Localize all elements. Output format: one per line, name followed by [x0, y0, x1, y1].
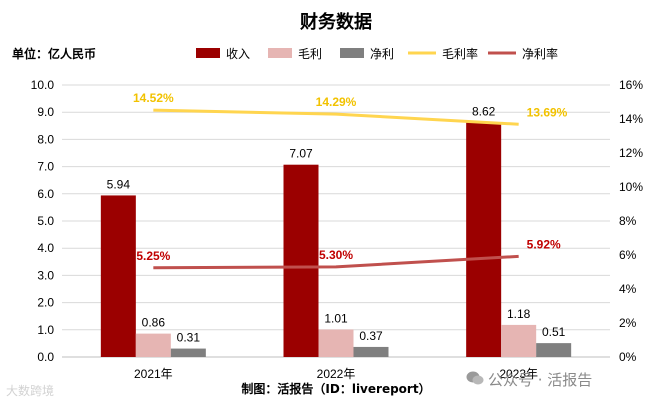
bar-series: [100, 122, 572, 357]
bar-净利-1: [353, 346, 389, 357]
x-tick-label: 2022年: [317, 367, 356, 381]
bar-label: 0.37: [359, 329, 383, 343]
line-label: 13.69%: [527, 105, 568, 119]
left-tick-label: 1.0: [37, 323, 54, 337]
chat-icon: [466, 371, 484, 385]
chart-legend: 收入 毛利 净利 毛利率 净利率: [196, 46, 558, 61]
left-tick-label: 8.0: [37, 132, 54, 146]
left-axis: 0.0 1.0 2.0 3.0 4.0 5.0 6.0 7.0 8.0 9.0 10.0: [31, 78, 55, 364]
bar-label: 5.94: [107, 177, 131, 191]
right-tick-label: 0%: [619, 350, 637, 364]
x-tick-label: 2021年: [134, 367, 173, 381]
left-tick-label: 2.0: [37, 296, 54, 310]
x-tick-label: 2023年: [499, 367, 538, 381]
x-axis: 2021年 2022年 2023年: [134, 367, 538, 381]
left-tick-label: 0.0: [37, 350, 54, 364]
line-毛利率: [153, 108, 519, 126]
source-caption: 制图：活报告（ID：livereport）: [241, 381, 430, 396]
line-label: 14.52%: [133, 91, 174, 105]
legend-swatch: [196, 48, 220, 58]
left-tick-label: 10.0: [31, 78, 55, 92]
line-label: 5.92%: [527, 237, 561, 251]
line-label: 5.25%: [136, 249, 170, 263]
right-tick-label: 10%: [619, 180, 643, 194]
chart-title: 财务数据: [300, 11, 372, 33]
right-axis: 0% 2% 4% 6% 8% 10% 12% 14% 16%: [619, 78, 643, 364]
bar-label: 1.18: [507, 307, 531, 321]
right-tick-label: 4%: [619, 282, 637, 296]
legend-swatch: [340, 48, 364, 58]
legend-label: 毛利率: [442, 46, 478, 61]
right-tick-label: 6%: [619, 248, 637, 262]
right-tick-label: 8%: [619, 214, 637, 228]
bar-净利-2: [536, 343, 572, 357]
bar-毛利-0: [135, 333, 171, 357]
bar-毛利-2: [501, 324, 537, 357]
left-tick-label: 7.0: [37, 160, 54, 174]
line-净利率: [153, 254, 519, 270]
left-tick-label: 5.0: [37, 214, 54, 228]
watermark-right: 公众号 · 活报告: [488, 371, 593, 389]
bar-label: 0.86: [142, 316, 166, 330]
right-tick-label: 14%: [619, 112, 643, 126]
right-tick-label: 16%: [619, 78, 643, 92]
bar-label: 1.01: [324, 312, 348, 326]
line-series: [153, 108, 519, 270]
left-tick-label: 6.0: [37, 187, 54, 201]
left-tick-label: 4.0: [37, 241, 54, 255]
bar-净利-0: [170, 348, 206, 357]
bar-收入-2: [466, 122, 502, 357]
right-tick-label: 2%: [619, 316, 637, 330]
bar-label: 0.51: [542, 325, 566, 339]
bar-label: 8.62: [472, 105, 496, 119]
legend-label: 收入: [226, 47, 250, 61]
right-tick-label: 12%: [619, 146, 643, 160]
bar-label: 0.31: [177, 331, 201, 345]
line-label: 14.29%: [316, 95, 357, 109]
legend-label: 净利率: [522, 46, 558, 61]
bar-收入-0: [100, 195, 136, 357]
line-label: 5.30%: [319, 248, 353, 262]
legend-label: 毛利: [298, 47, 322, 61]
bar-label: 7.07: [289, 147, 313, 161]
left-tick-label: 9.0: [37, 105, 54, 119]
legend-swatch: [268, 48, 292, 58]
bar-毛利-1: [318, 329, 354, 357]
legend-label: 净利: [370, 47, 394, 61]
bar-收入-1: [283, 164, 319, 357]
data-labels: 5.94 0.86 0.31 7.07 1.01 0.37 8.62 1.18 0.51 14.5…: [107, 91, 568, 344]
unit-label: 单位：亿人民币: [12, 46, 96, 61]
watermark-left: 大数跨境: [6, 384, 55, 398]
left-tick-label: 3.0: [37, 268, 54, 282]
